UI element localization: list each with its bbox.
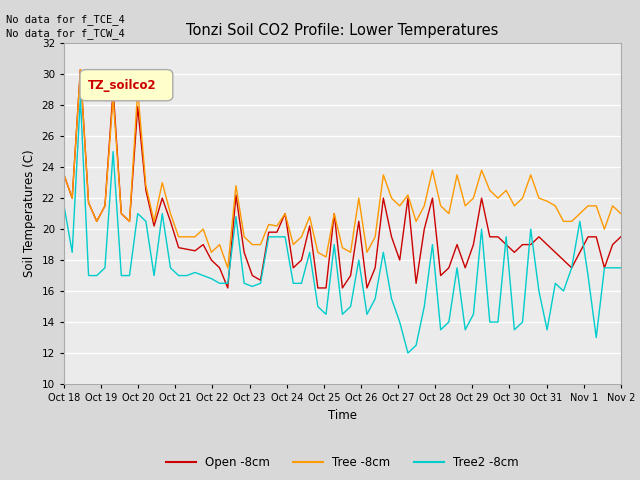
Tree2 -8cm bbox=[159, 211, 166, 216]
Tree -8cm bbox=[60, 172, 68, 178]
Tree2 -8cm bbox=[60, 203, 68, 209]
Open -8cm bbox=[109, 87, 117, 93]
Tree2 -8cm bbox=[388, 296, 396, 302]
Tree -8cm bbox=[159, 180, 166, 185]
Open -8cm bbox=[159, 195, 166, 201]
Open -8cm bbox=[502, 242, 510, 248]
Tree2 -8cm bbox=[109, 149, 117, 155]
Title: Tonzi Soil CO2 Profile: Lower Temperatures: Tonzi Soil CO2 Profile: Lower Temperatur… bbox=[186, 23, 499, 38]
Open -8cm bbox=[224, 285, 232, 291]
Open -8cm bbox=[609, 242, 616, 248]
Open -8cm bbox=[77, 67, 84, 72]
Open -8cm bbox=[175, 245, 182, 251]
Tree2 -8cm bbox=[609, 265, 616, 271]
Tree -8cm bbox=[396, 203, 404, 209]
Open -8cm bbox=[396, 257, 404, 263]
Tree -8cm bbox=[609, 203, 616, 209]
Tree2 -8cm bbox=[617, 265, 625, 271]
Tree2 -8cm bbox=[175, 273, 182, 278]
Tree -8cm bbox=[77, 67, 84, 72]
Tree -8cm bbox=[502, 188, 510, 193]
Tree -8cm bbox=[175, 234, 182, 240]
Open -8cm bbox=[60, 172, 68, 178]
Tree2 -8cm bbox=[502, 234, 510, 240]
Line: Tree -8cm: Tree -8cm bbox=[64, 70, 621, 268]
Y-axis label: Soil Temperatures (C): Soil Temperatures (C) bbox=[23, 150, 36, 277]
Tree -8cm bbox=[617, 211, 625, 216]
Tree2 -8cm bbox=[404, 350, 412, 356]
Legend: Open -8cm, Tree -8cm, Tree2 -8cm: Open -8cm, Tree -8cm, Tree2 -8cm bbox=[161, 451, 524, 474]
Line: Tree2 -8cm: Tree2 -8cm bbox=[64, 97, 621, 353]
Tree -8cm bbox=[224, 265, 232, 271]
Tree -8cm bbox=[109, 95, 117, 100]
Text: TZ_soilco2: TZ_soilco2 bbox=[88, 79, 156, 92]
Tree2 -8cm bbox=[77, 95, 84, 100]
Line: Open -8cm: Open -8cm bbox=[64, 70, 621, 288]
Text: No data for f_TCE_4
No data for f_TCW_4: No data for f_TCE_4 No data for f_TCW_4 bbox=[6, 14, 125, 39]
Open -8cm bbox=[617, 234, 625, 240]
X-axis label: Time: Time bbox=[328, 408, 357, 421]
